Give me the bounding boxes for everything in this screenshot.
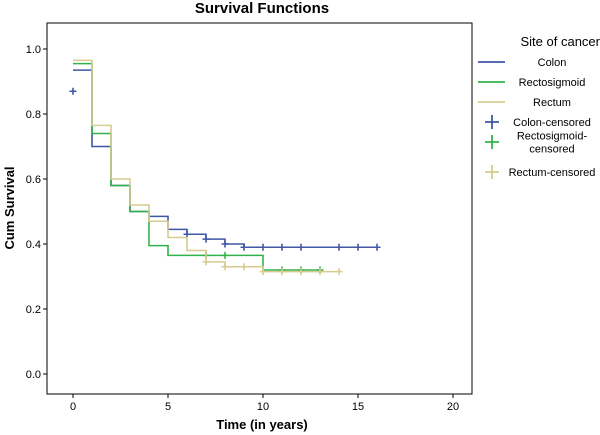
censor-mark-colon — [183, 230, 191, 238]
x-tick-label: 20 — [447, 401, 459, 413]
legend-label: Rectum-censored — [509, 167, 596, 179]
x-tick-label: 0 — [70, 401, 76, 413]
legend-marker-swatch — [485, 165, 499, 179]
y-tick-label: 0.8 — [26, 109, 41, 121]
censor-mark-rectosigmoid — [221, 251, 229, 259]
series-rectum — [73, 59, 343, 276]
legend-label: censored — [529, 144, 574, 156]
x-tick-label: 10 — [257, 401, 269, 413]
censor-mark-rectum — [335, 268, 343, 276]
series-line-colon — [73, 69, 377, 249]
censor-mark-colon — [240, 243, 248, 251]
y-tick-label: 0.6 — [26, 174, 41, 186]
legend-marker-swatch — [485, 135, 499, 149]
series-colon — [69, 69, 381, 251]
series-layer — [69, 59, 381, 276]
censor-mark-colon — [354, 243, 362, 251]
legend-label: Colon — [538, 57, 567, 69]
y-tick-label: 1.0 — [26, 44, 41, 56]
x-tick-label: 5 — [165, 401, 171, 413]
legend-entry-rectum: Rectum — [478, 97, 571, 109]
censor-mark-rectum — [240, 263, 248, 271]
x-axis: 0 5 10 15 20 — [70, 394, 459, 413]
censor-mark-colon — [259, 243, 267, 251]
legend-label: Rectosigmoid- — [517, 131, 588, 143]
legend-entry-rectosigmoid-censored: Rectosigmoid-censored — [485, 131, 587, 156]
censor-mark-colon — [69, 87, 77, 95]
y-tick-label: 0.2 — [26, 304, 41, 316]
censor-mark-colon — [278, 243, 286, 251]
censor-mark-rectum — [259, 268, 267, 276]
y-axis: 0.0 0.2 0.4 0.6 0.8 1.0 — [26, 44, 47, 381]
chart-title: Survival Functions — [195, 0, 329, 17]
legend: Site of cancer Colon Rectosigmoid Rectum Co… — [478, 34, 600, 179]
censor-mark-colon — [335, 243, 343, 251]
y-axis-title: Cum Survival — [2, 166, 17, 249]
legend-label: Colon-censored — [513, 117, 591, 129]
censor-mark-colon — [221, 240, 229, 248]
censor-mark-colon — [373, 243, 381, 251]
series-line-rectosigmoid — [73, 62, 320, 271]
censor-mark-rectum — [316, 268, 324, 276]
legend-entry-rectum-censored: Rectum-censored — [485, 165, 595, 179]
legend-entry-rectosigmoid: Rectosigmoid — [478, 77, 585, 89]
legend-entry-colon-censored: Colon-censored — [485, 115, 591, 129]
censor-mark-colon — [202, 235, 210, 243]
legend-title: Site of cancer — [521, 34, 600, 49]
censor-mark-colon — [297, 243, 305, 251]
legend-label: Rectum — [533, 97, 571, 109]
censor-mark-rectum — [297, 268, 305, 276]
x-tick-label: 15 — [352, 401, 364, 413]
x-axis-title: Time (in years) — [216, 417, 308, 432]
legend-label: Rectosigmoid — [519, 77, 586, 89]
censor-mark-rectum — [202, 258, 210, 266]
legend-marker-swatch — [485, 115, 499, 129]
censor-mark-rectum — [221, 263, 229, 271]
plot-frame — [46, 22, 473, 395]
legend-entry-colon: Colon — [478, 57, 566, 69]
y-tick-label: 0.4 — [26, 239, 41, 251]
censor-mark-rectum — [278, 268, 286, 276]
y-tick-label: 0.0 — [26, 369, 41, 381]
